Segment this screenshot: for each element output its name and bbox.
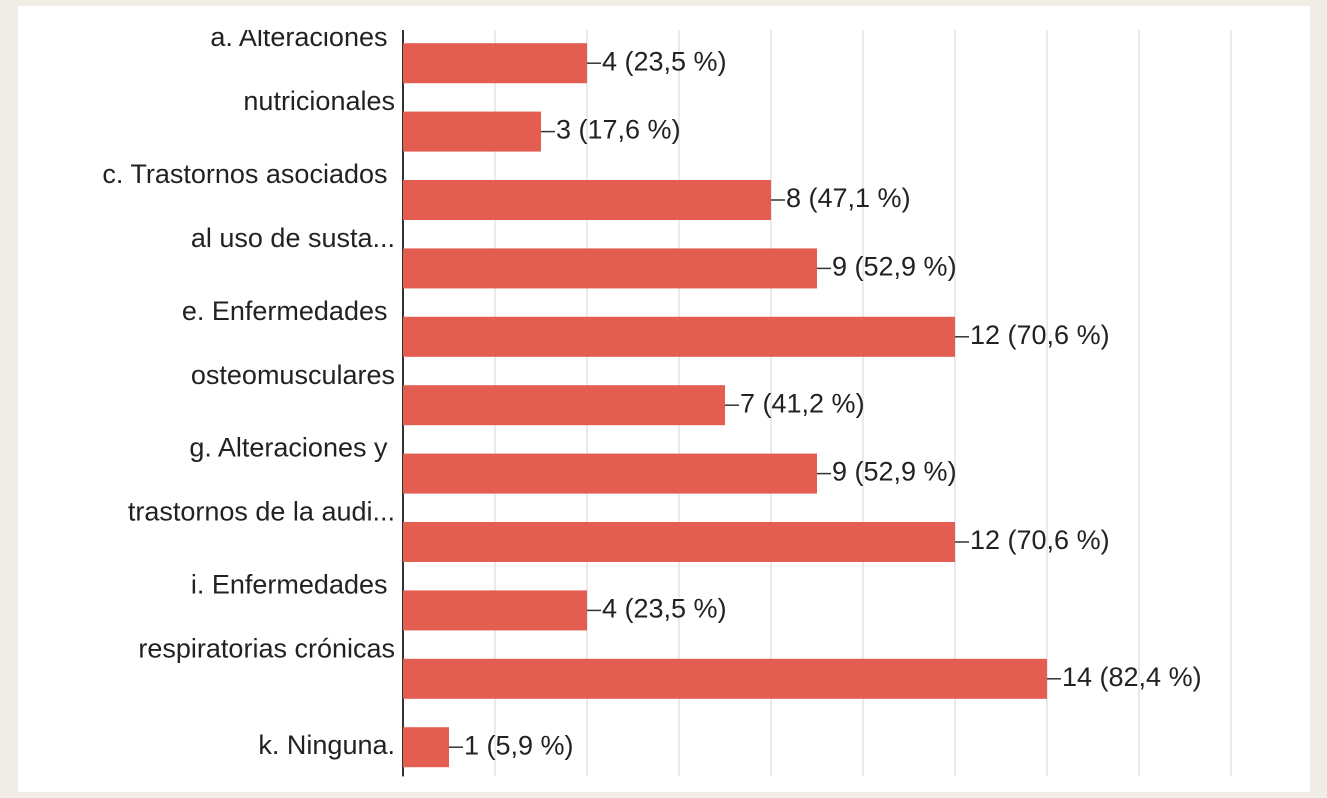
- category-label: k. Ninguna.: [258, 730, 395, 760]
- bar: [403, 522, 955, 562]
- data-label: 12 (70,6 %): [970, 320, 1110, 350]
- plot: 4 (23,5 %) a. Alteraciones nutricionales 3…: [102, 22, 1232, 777]
- bar: [403, 385, 725, 426]
- data-label: 1 (5,9 %): [464, 730, 574, 760]
- bar: [403, 658, 1047, 699]
- data-label: 7 (41,2 %): [740, 388, 865, 418]
- data-label: 4 (23,5 %): [602, 46, 727, 76]
- bar: [403, 590, 587, 631]
- category-label: a. Alteraciones nutricionales: [210, 22, 395, 116]
- category-label: i. Enfermedades respiratorias crónicas: [138, 570, 395, 664]
- bar: [403, 453, 817, 494]
- data-label: 12 (70,6 %): [970, 525, 1110, 555]
- data-label: 3 (17,6 %): [556, 115, 681, 145]
- bar: [403, 43, 587, 84]
- bar: [403, 248, 817, 289]
- category-label: e. Enfermedades osteomusculares: [182, 296, 395, 390]
- bar: [403, 111, 541, 152]
- bar: [403, 316, 955, 357]
- data-label: 9 (52,9 %): [832, 252, 957, 282]
- bar: [403, 180, 771, 220]
- data-label: 4 (23,5 %): [602, 594, 727, 624]
- bar: [403, 727, 449, 768]
- data-label: 9 (52,9 %): [832, 457, 957, 487]
- data-label: 8 (47,1 %): [786, 183, 911, 213]
- category-label: c. Trastornos asociados al uso de susta.…: [102, 159, 395, 253]
- category-label: g. Alteraciones y trastornos de la audi.…: [128, 433, 395, 527]
- data-label: 14 (82,4 %): [1062, 662, 1202, 692]
